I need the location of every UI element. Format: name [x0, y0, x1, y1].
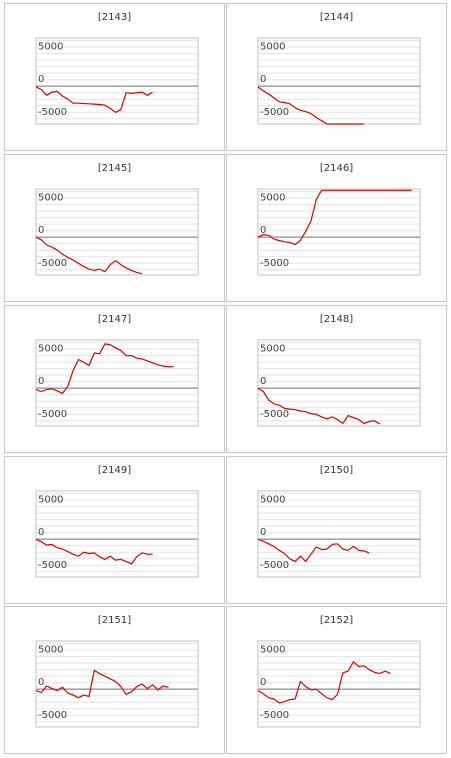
chart-svg: 5000 0 -5000 [257, 37, 421, 125]
y-tick-label: 5000 [260, 495, 285, 506]
y-tick-label: 0 [260, 677, 266, 688]
chart-panel: [2151] 5000 0 -5000 [4, 606, 225, 754]
chart-svg: 5000 0 -5000 [35, 339, 199, 427]
chart-svg: 5000 0 -5000 [35, 640, 199, 728]
y-tick-label: 0 [38, 74, 44, 85]
chart-title: [2143] [97, 12, 132, 23]
y-tick-label: 5000 [38, 42, 63, 53]
y-tick-label: 0 [260, 527, 266, 538]
chart-svg: 5000 0 -5000 [257, 188, 421, 276]
series-line [35, 86, 153, 113]
y-tick-label: 0 [260, 74, 266, 85]
series-line [257, 387, 381, 425]
y-tick-label: 5000 [260, 42, 285, 53]
chart-panel: [2148] 5000 0 -5000 [226, 305, 447, 453]
y-tick-label: -5000 [38, 560, 67, 571]
chart-svg: 5000 0 -5000 [35, 188, 199, 276]
y-tick-label: 0 [38, 527, 44, 538]
chart-svg: 5000 0 -5000 [257, 640, 421, 728]
y-tick-label: -5000 [260, 107, 289, 118]
y-tick-label: 0 [38, 677, 44, 688]
chart-panel: [2149] 5000 0 -5000 [4, 456, 225, 604]
chart-panel: [2144] 5000 0 -5000 [226, 3, 447, 151]
y-tick-label: 5000 [260, 344, 285, 355]
plot-frame [35, 490, 199, 578]
y-tick-label: -5000 [260, 409, 289, 420]
y-tick-label: -5000 [260, 710, 289, 721]
plot-frame [257, 640, 421, 728]
series-line [35, 669, 169, 699]
y-tick-label: 0 [260, 376, 266, 387]
chart-title: [2147] [97, 314, 132, 325]
series-line [35, 236, 143, 275]
y-tick-label: 0 [260, 225, 266, 236]
series-line [257, 86, 364, 125]
chart-panel: [2152] 5000 0 -5000 [226, 606, 447, 754]
y-tick-label: 5000 [260, 193, 285, 204]
chart-svg: 5000 0 -5000 [35, 490, 199, 578]
y-tick-label: 5000 [38, 495, 63, 506]
y-tick-label: -5000 [260, 560, 289, 571]
plot-frame [35, 640, 199, 728]
plot-frame [257, 490, 421, 578]
plot-frame [35, 339, 199, 427]
y-tick-label: -5000 [38, 258, 67, 269]
chart-title: [2150] [319, 465, 354, 476]
chart-svg: 5000 0 -5000 [257, 490, 421, 578]
series-line [257, 661, 391, 704]
plot-frame [35, 188, 199, 276]
series-line [257, 189, 412, 246]
series-line [35, 343, 174, 395]
y-tick-label: 5000 [38, 645, 63, 656]
chart-panel: [2145] 5000 0 -5000 [4, 154, 225, 302]
y-tick-label: -5000 [38, 107, 67, 118]
chart-svg: 5000 0 -5000 [35, 37, 199, 125]
y-tick-label: 5000 [38, 193, 63, 204]
chart-panel: [2143] 5000 0 -5000 [4, 3, 225, 151]
y-tick-label: 0 [38, 225, 44, 236]
y-tick-label: -5000 [38, 409, 67, 420]
chart-panel: [2150] 5000 0 -5000 [226, 456, 447, 604]
plot-frame [35, 37, 199, 125]
chart-svg: 5000 0 -5000 [257, 339, 421, 427]
plot-frame [257, 188, 421, 276]
chart-title: [2144] [319, 12, 354, 23]
chart-title: [2152] [319, 615, 354, 626]
chart-title: [2145] [97, 163, 132, 174]
series-line [35, 538, 153, 565]
chart-panel: [2147] 5000 0 -5000 [4, 305, 225, 453]
y-tick-label: -5000 [260, 258, 289, 269]
y-tick-label: 0 [38, 376, 44, 387]
y-tick-label: 5000 [260, 645, 285, 656]
chart-title: [2148] [319, 314, 354, 325]
chart-title: [2149] [97, 465, 132, 476]
chart-title: [2146] [319, 163, 354, 174]
y-tick-label: -5000 [38, 710, 67, 721]
chart-panel: [2146] 5000 0 -5000 [226, 154, 447, 302]
chart-title: [2151] [97, 615, 132, 626]
series-line [257, 538, 370, 563]
y-tick-label: 5000 [38, 344, 63, 355]
plot-frame [257, 339, 421, 427]
